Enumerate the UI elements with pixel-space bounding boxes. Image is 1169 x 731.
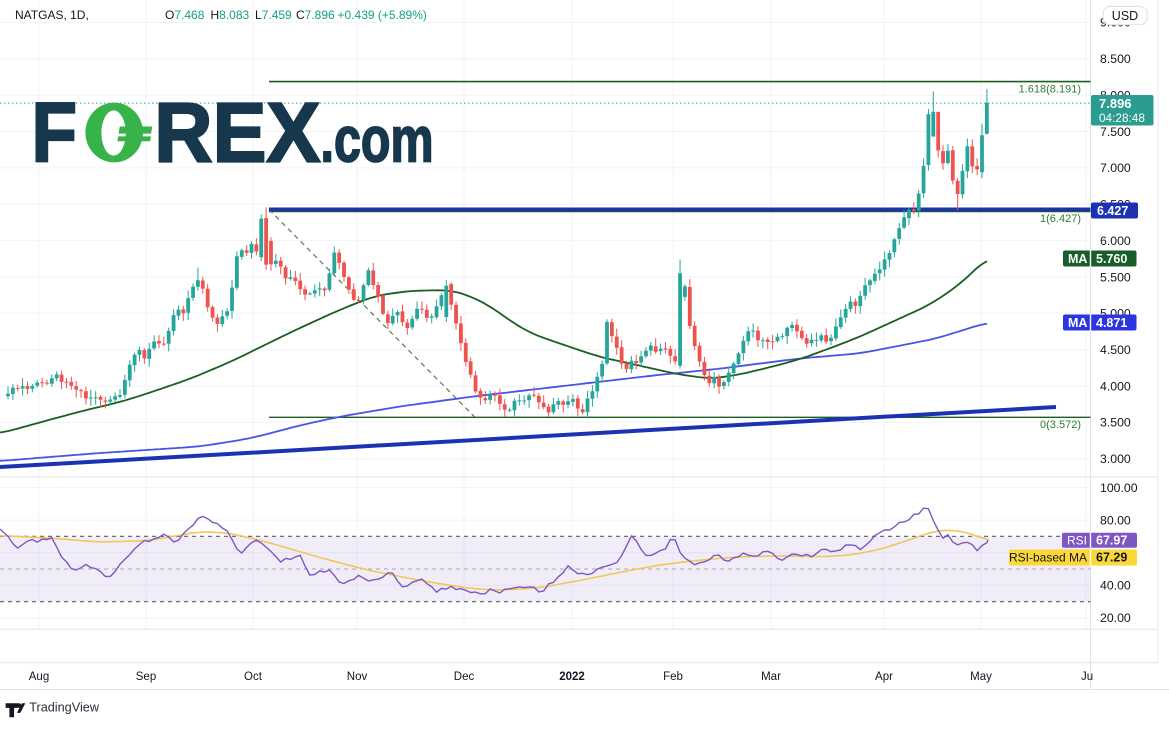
svg-text:RSI: RSI bbox=[1067, 534, 1087, 548]
svg-text:67.29: 67.29 bbox=[1096, 551, 1127, 565]
svg-text:Oct: Oct bbox=[244, 671, 263, 683]
svg-text:MA: MA bbox=[1068, 316, 1087, 330]
svg-text:5.760: 5.760 bbox=[1096, 252, 1127, 266]
svg-text:7.000: 7.000 bbox=[1100, 161, 1131, 175]
svg-text:Mar: Mar bbox=[761, 671, 781, 683]
svg-text:H8.083: H8.083 bbox=[211, 8, 250, 22]
svg-text:Dec: Dec bbox=[454, 671, 475, 683]
svg-text:3.000: 3.000 bbox=[1100, 452, 1131, 466]
svg-text:6.427: 6.427 bbox=[1097, 204, 1128, 218]
svg-text:Nov: Nov bbox=[347, 671, 368, 683]
svg-text:Ju: Ju bbox=[1081, 671, 1093, 683]
svg-text:O7.468: O7.468 bbox=[165, 8, 205, 22]
svg-text:USD: USD bbox=[1112, 9, 1138, 23]
svg-text:7.896: 7.896 bbox=[1099, 96, 1132, 111]
svg-text:2022: 2022 bbox=[559, 671, 585, 683]
svg-text:1.618(8.191): 1.618(8.191) bbox=[1019, 84, 1081, 96]
svg-text:1(6.427): 1(6.427) bbox=[1040, 213, 1081, 225]
svg-text:80.00: 80.00 bbox=[1100, 513, 1131, 527]
svg-text:C7.896: C7.896 bbox=[296, 8, 335, 22]
svg-text:67.97: 67.97 bbox=[1096, 534, 1127, 548]
svg-text:Sep: Sep bbox=[136, 671, 156, 683]
svg-text:5.500: 5.500 bbox=[1100, 270, 1131, 284]
svg-text:4.500: 4.500 bbox=[1100, 343, 1131, 357]
svg-text:7.500: 7.500 bbox=[1100, 125, 1131, 139]
svg-text:8.500: 8.500 bbox=[1100, 52, 1131, 66]
svg-text:RSI-based MA: RSI-based MA bbox=[1009, 551, 1087, 565]
svg-text:4.871: 4.871 bbox=[1096, 316, 1127, 330]
svg-text:Feb: Feb bbox=[663, 671, 683, 683]
svg-text:6.000: 6.000 bbox=[1100, 234, 1131, 248]
svg-text:3.500: 3.500 bbox=[1100, 416, 1131, 430]
svg-text:MA: MA bbox=[1068, 252, 1087, 266]
svg-text:F: F bbox=[32, 86, 78, 180]
svg-text:Aug: Aug bbox=[29, 671, 49, 683]
svg-text:0(3.572): 0(3.572) bbox=[1040, 419, 1081, 431]
svg-text:100.00: 100.00 bbox=[1100, 481, 1138, 495]
svg-text:Apr: Apr bbox=[875, 671, 893, 683]
svg-text:+0.439 (+5.89%): +0.439 (+5.89%) bbox=[338, 8, 427, 22]
svg-text:4.000: 4.000 bbox=[1100, 379, 1131, 393]
svg-text:NATGAS, 1D,: NATGAS, 1D, bbox=[15, 8, 89, 22]
svg-text:May: May bbox=[970, 671, 992, 683]
svg-text:TradingView: TradingView bbox=[29, 700, 100, 714]
svg-text:40.00: 40.00 bbox=[1100, 579, 1131, 593]
svg-text:20.00: 20.00 bbox=[1100, 611, 1131, 625]
svg-text:04:28:48: 04:28:48 bbox=[1099, 111, 1145, 125]
svg-text:.com: .com bbox=[321, 104, 434, 176]
svg-text:REX: REX bbox=[154, 86, 320, 180]
svg-text:L7.459: L7.459 bbox=[255, 8, 292, 22]
